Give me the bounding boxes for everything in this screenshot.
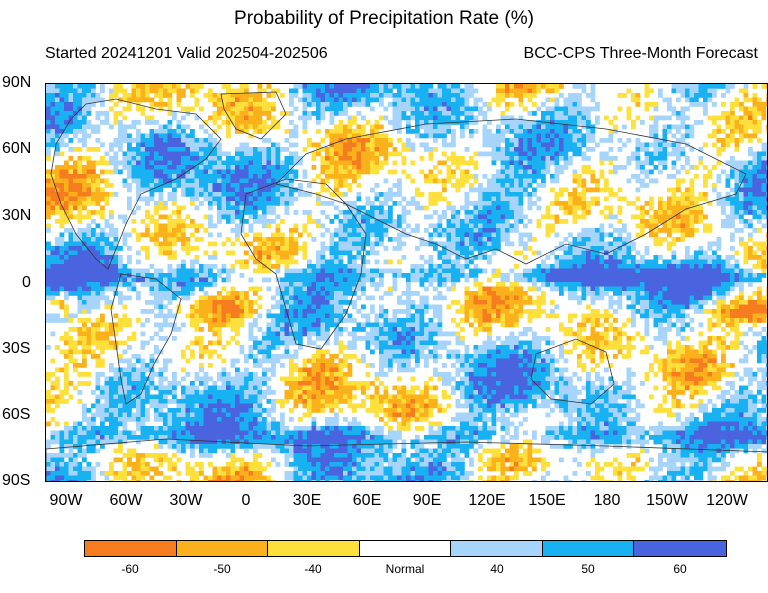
lat-label-30s: 30S <box>2 340 31 357</box>
coastline-6 <box>46 438 767 481</box>
legend-swatch-normal <box>359 541 451 556</box>
coastline-2 <box>110 273 182 405</box>
legend-swatch-minus50 <box>176 541 268 556</box>
legend-label-50: 50 <box>581 562 595 576</box>
precipitation-map <box>45 83 768 482</box>
lat-label-30n: 30N <box>2 207 32 224</box>
lat-label-90n: 90N <box>2 74 32 91</box>
forecast-period: Started 20241201 Valid 202504-202506 <box>45 45 328 62</box>
legend-swatch-40 <box>451 541 543 556</box>
lon-label-120e: 120E <box>468 492 506 509</box>
lon-label-30w: 30W <box>169 492 203 509</box>
coastline-5 <box>530 338 615 405</box>
lat-label-60n: 60N <box>2 140 32 157</box>
legend-label-40: 40 <box>490 562 504 576</box>
legend-label-normal: Normal <box>385 562 425 576</box>
coastline-3 <box>240 178 367 350</box>
lon-label-90e: 90E <box>412 492 442 509</box>
coastline-1 <box>220 91 287 140</box>
lon-label-0: 0 <box>241 492 251 509</box>
legend-swatch-minus60 <box>85 541 177 556</box>
legend-swatch-60 <box>634 541 726 556</box>
lon-label-150e: 150E <box>528 492 566 509</box>
coastline-4 <box>275 118 747 265</box>
color-legend <box>84 540 727 557</box>
lat-label-60s: 60S <box>2 406 31 423</box>
anomaly-field <box>46 84 767 481</box>
forecast-source: BCC-CPS Three-Month Forecast <box>523 45 758 62</box>
lon-label-120w: 120W <box>706 492 748 509</box>
lon-label-60e: 60E <box>352 492 382 509</box>
lon-label-90w: 90W <box>49 492 83 509</box>
legend-label-60: 60 <box>673 562 687 576</box>
map-canvas <box>46 84 767 481</box>
lon-label-150w: 150W <box>646 492 688 509</box>
lat-label-equator: 0 <box>22 274 31 291</box>
legend-swatch-50 <box>542 541 634 556</box>
map-title: Probability of Precipitation Rate (%) <box>234 8 534 29</box>
legend-swatch-minus40 <box>268 541 360 556</box>
legend-label-minus40: -40 <box>304 562 322 576</box>
lon-label-60w: 60W <box>109 492 143 509</box>
legend-label-minus60: -60 <box>121 562 139 576</box>
lon-label-30e: 30E <box>292 492 322 509</box>
lon-label-180: 180 <box>593 492 621 509</box>
lat-label-90s: 90S <box>2 472 31 489</box>
legend-label-minus50: -50 <box>213 562 231 576</box>
coastline-0 <box>50 98 222 270</box>
